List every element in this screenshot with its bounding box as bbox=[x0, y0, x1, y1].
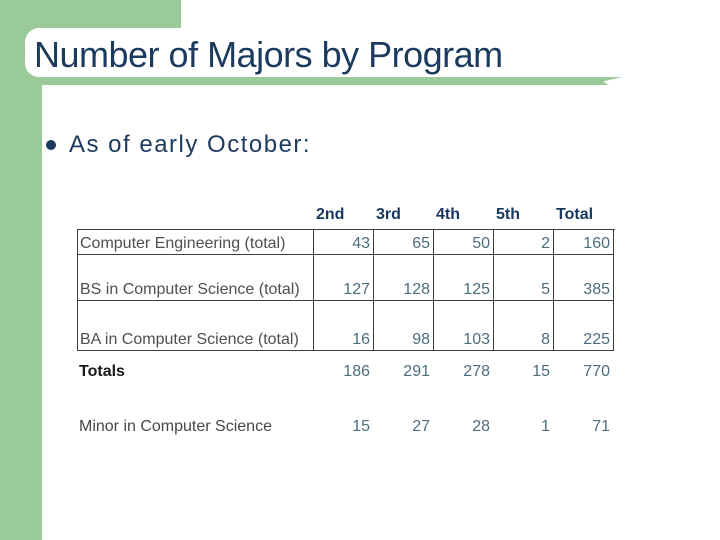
minor-row: Minor in Computer Science 15 27 28 1 71 bbox=[77, 415, 615, 435]
table-grid: Computer Engineering (total) 43 65 50 2 … bbox=[77, 229, 615, 351]
header-spacer bbox=[77, 203, 313, 229]
cell-value: 15 bbox=[532, 363, 550, 380]
table-header-row: 2nd 3rd 4th 5th Total bbox=[77, 203, 615, 229]
row-label: BA in Computer Science (total) bbox=[78, 301, 314, 351]
green-left-bar bbox=[0, 0, 42, 540]
cell-value: 50 bbox=[434, 230, 494, 255]
column-header-2nd: 2nd bbox=[316, 206, 345, 223]
cell-value: 278 bbox=[463, 363, 490, 380]
minor-label: Minor in Computer Science bbox=[79, 418, 272, 435]
title-box: Number of Majors by Program bbox=[25, 28, 623, 77]
slide-title: Number of Majors by Program bbox=[34, 34, 503, 75]
cell-value: 2 bbox=[494, 230, 554, 255]
totals-label: Totals bbox=[79, 363, 125, 380]
cell-value: 28 bbox=[472, 418, 490, 435]
cell-value: 103 bbox=[434, 301, 494, 351]
cell-value: 1 bbox=[541, 418, 550, 435]
cell-value: 71 bbox=[592, 418, 610, 435]
cell-value: 128 bbox=[374, 255, 434, 301]
row-label: BS in Computer Science (total) bbox=[78, 255, 314, 301]
cell-value: 5 bbox=[494, 255, 554, 301]
cell-value: 16 bbox=[314, 301, 374, 351]
cell-value: 98 bbox=[374, 301, 434, 351]
cell-value: 127 bbox=[314, 255, 374, 301]
table-row: Computer Engineering (total) 43 65 50 2 … bbox=[78, 230, 615, 255]
bullet-text: As of early October: bbox=[69, 131, 312, 158]
cell-value: 225 bbox=[554, 301, 614, 351]
cell-value: 186 bbox=[343, 363, 370, 380]
column-header-4th: 4th bbox=[436, 206, 460, 223]
cell-value: 65 bbox=[374, 230, 434, 255]
cell-value: 43 bbox=[314, 230, 374, 255]
table-row: BA in Computer Science (total) 16 98 103… bbox=[78, 301, 615, 351]
bullet-dot-icon bbox=[46, 140, 56, 150]
cell-value: 291 bbox=[403, 363, 430, 380]
cell-value: 8 bbox=[494, 301, 554, 351]
cell-value: 27 bbox=[412, 418, 430, 435]
column-header-5th: 5th bbox=[496, 206, 520, 223]
column-header-3rd: 3rd bbox=[376, 206, 401, 223]
cell-value: 160 bbox=[554, 230, 614, 255]
row-label: Computer Engineering (total) bbox=[78, 230, 314, 255]
majors-table: 2nd 3rd 4th 5th Total Computer Engineeri… bbox=[77, 203, 615, 435]
column-header-total: Total bbox=[556, 206, 594, 223]
bullet-line: As of early October: bbox=[46, 131, 311, 159]
cell-value: 15 bbox=[352, 418, 370, 435]
table-row: BS in Computer Science (total) 127 128 1… bbox=[78, 255, 615, 301]
cell-value: 770 bbox=[583, 363, 610, 380]
title-underline-bar bbox=[42, 77, 622, 85]
cell-value: 385 bbox=[554, 255, 614, 301]
totals-row: Totals 186 291 278 15 770 bbox=[77, 360, 615, 380]
cell-value: 125 bbox=[434, 255, 494, 301]
